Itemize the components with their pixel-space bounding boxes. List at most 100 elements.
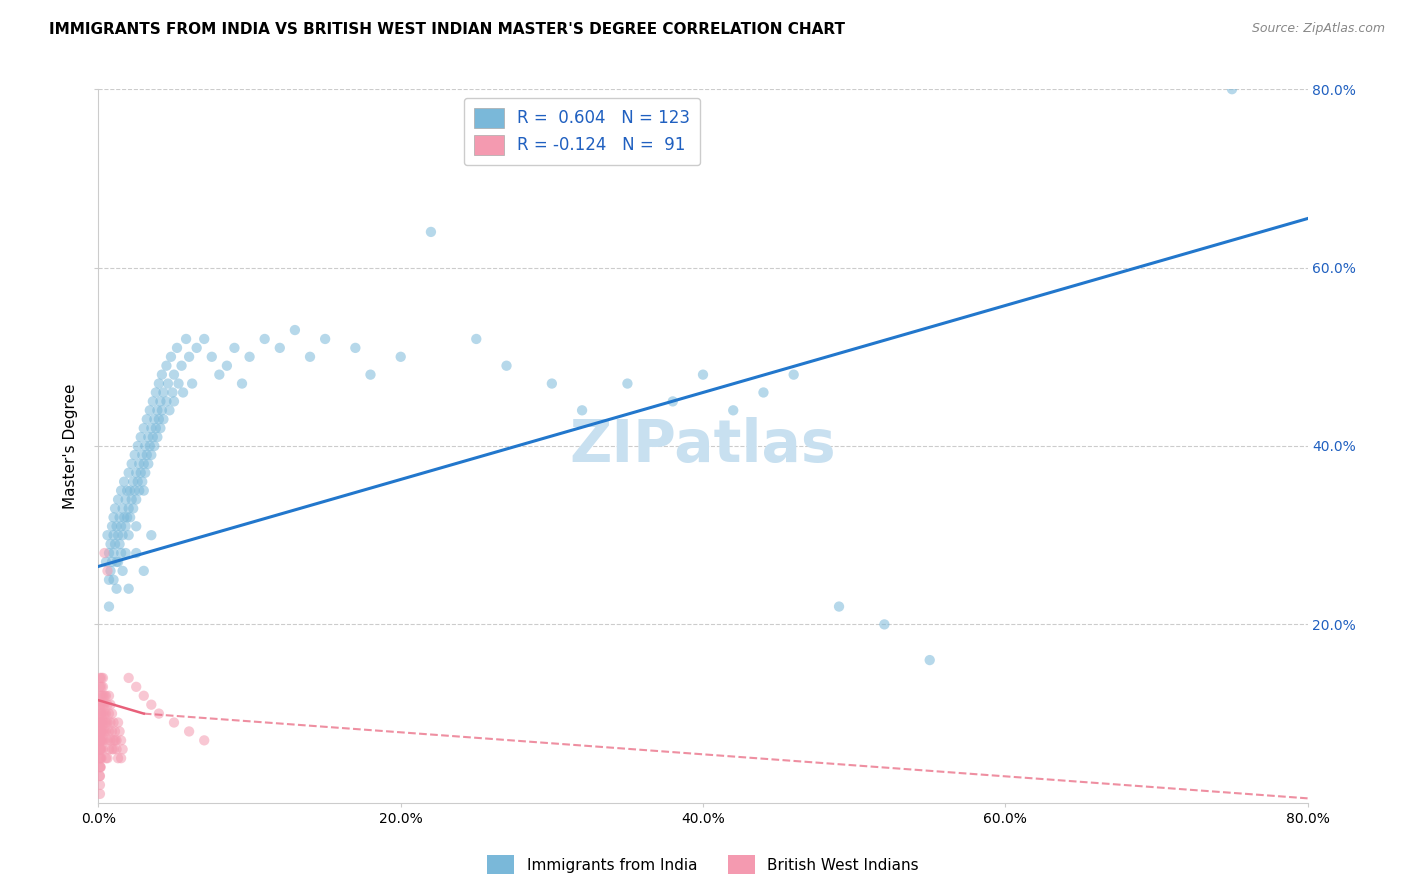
Point: [150, 403, 173, 417]
Point: [127, 439, 149, 453]
Point: [89, 760, 111, 774]
Text: Source: ZipAtlas.com: Source: ZipAtlas.com: [1251, 22, 1385, 36]
Point: [90, 751, 112, 765]
Point: [94, 724, 117, 739]
Point: [103, 573, 125, 587]
Point: [125, 680, 148, 694]
Point: [141, 421, 163, 435]
Point: [108, 537, 131, 551]
Legend: Immigrants from India, British West Indians: Immigrants from India, British West Indi…: [481, 849, 925, 880]
Point: [107, 751, 129, 765]
Point: [90, 724, 112, 739]
Point: [100, 564, 122, 578]
Point: [98, 724, 121, 739]
Point: [208, 368, 231, 382]
Point: [141, 698, 163, 712]
Point: [94, 706, 117, 721]
Point: [149, 394, 172, 409]
Point: [299, 350, 322, 364]
Point: [143, 412, 166, 426]
Point: [141, 528, 163, 542]
Point: [170, 359, 193, 373]
Point: [163, 394, 186, 409]
Point: [91, 680, 114, 694]
Point: [90, 706, 112, 721]
Point: [148, 706, 170, 721]
Point: [118, 671, 141, 685]
Legend: R =  0.604   N = 123, R = -0.124   N =  91: R = 0.604 N = 123, R = -0.124 N = 91: [464, 97, 700, 165]
Point: [124, 448, 146, 462]
Point: [89, 751, 111, 765]
Point: [104, 724, 127, 739]
Point: [174, 332, 197, 346]
Point: [103, 715, 125, 730]
Point: [224, 341, 246, 355]
Point: [108, 510, 131, 524]
Point: [127, 475, 149, 489]
Point: [93, 715, 115, 730]
Point: [104, 501, 127, 516]
Point: [148, 412, 170, 426]
Point: [420, 225, 443, 239]
Point: [89, 787, 111, 801]
Point: [96, 751, 118, 765]
Point: [89, 769, 111, 783]
Point: [98, 706, 121, 721]
Point: [115, 510, 138, 524]
Point: [90, 751, 112, 765]
Point: [93, 724, 115, 739]
Point: [98, 546, 121, 560]
Point: [90, 742, 112, 756]
Point: [94, 555, 117, 569]
Point: [111, 742, 134, 756]
Point: [125, 546, 148, 560]
Point: [94, 689, 117, 703]
Point: [101, 724, 124, 739]
Point: [253, 332, 276, 346]
Point: [148, 376, 170, 391]
Point: [269, 341, 291, 355]
Point: [179, 724, 201, 739]
Point: [94, 715, 117, 730]
Point: [163, 368, 186, 382]
Point: [89, 760, 111, 774]
Point: [752, 385, 775, 400]
Point: [159, 403, 181, 417]
Point: [90, 715, 112, 730]
Point: [107, 555, 129, 569]
Point: [918, 653, 941, 667]
Point: [91, 689, 114, 703]
Point: [121, 457, 143, 471]
Point: [104, 537, 127, 551]
Point: [389, 350, 412, 364]
Point: [136, 430, 159, 444]
Point: [89, 742, 111, 756]
Point: [142, 394, 165, 409]
Point: [103, 510, 125, 524]
Point: [146, 430, 169, 444]
Point: [100, 715, 122, 730]
Point: [145, 421, 167, 435]
Point: [125, 466, 148, 480]
Point: [101, 519, 124, 533]
Point: [124, 483, 146, 498]
Point: [135, 448, 157, 462]
Point: [93, 689, 115, 703]
Point: [91, 698, 114, 712]
Point: [783, 368, 806, 382]
Point: [143, 439, 166, 453]
Point: [103, 733, 125, 747]
Point: [89, 769, 111, 783]
Text: ZIPatlas: ZIPatlas: [569, 417, 837, 475]
Point: [90, 689, 112, 703]
Point: [132, 483, 155, 498]
Point: [118, 466, 141, 480]
Point: [152, 385, 174, 400]
Point: [125, 519, 148, 533]
Point: [131, 475, 153, 489]
Point: [465, 332, 488, 346]
Y-axis label: Master's Degree: Master's Degree: [63, 384, 79, 508]
Point: [110, 751, 132, 765]
Point: [360, 368, 382, 382]
Point: [156, 376, 179, 391]
